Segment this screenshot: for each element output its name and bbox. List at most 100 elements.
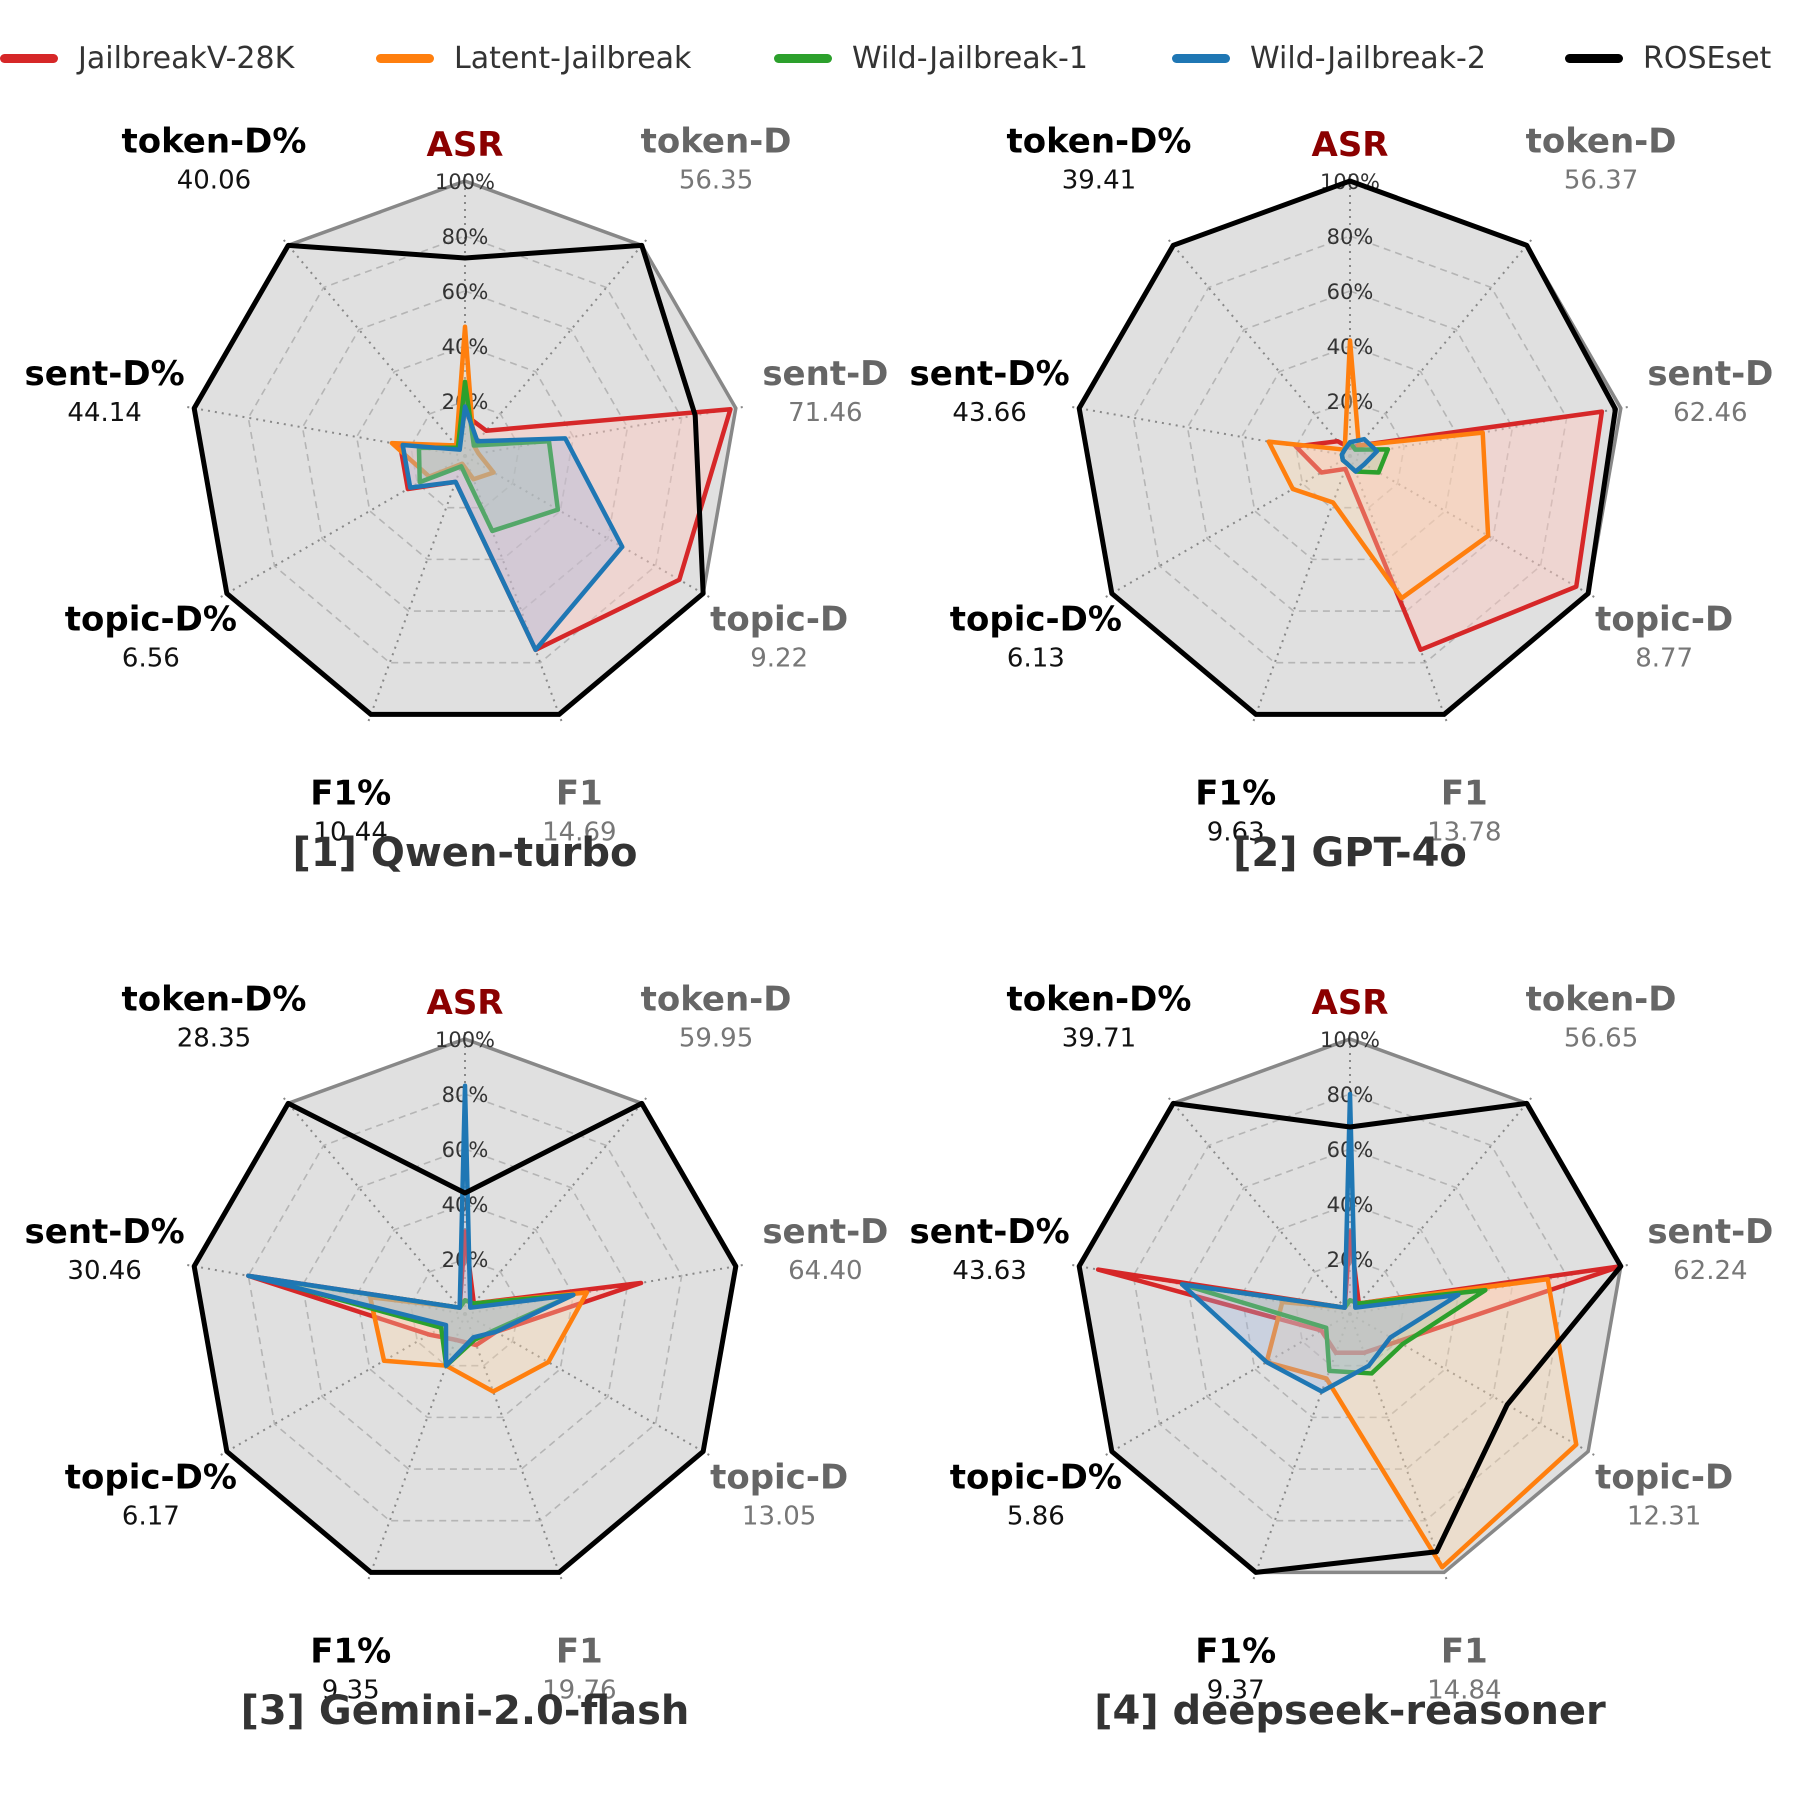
radar-chart-1: 20%40%60%80%100%ASRtoken-D56.35sent-D71.…: [25, 121, 889, 876]
spoke: [282, 238, 466, 457]
axis-label-token-d-pct: token-D%: [1006, 121, 1191, 161]
spoke: [1252, 1313, 1351, 1581]
radial-tick-label: 80%: [442, 225, 489, 249]
axis-value-f1-pct: 9.63: [1207, 818, 1265, 848]
axis-label-sent-d-pct: sent-D%: [910, 1212, 1070, 1252]
radial-tick-label: 60%: [442, 280, 489, 304]
axis-value-sent-d: 62.24: [1673, 1256, 1747, 1286]
grid-ring: [301, 290, 629, 612]
spoke: [185, 405, 466, 457]
axis-label-f1: F1: [556, 774, 603, 814]
axis-value-topic-d-pct: 6.17: [122, 1502, 180, 1532]
grid-ring: [1186, 290, 1514, 612]
axis-label-topic-d: topic-D: [710, 600, 848, 640]
axis-label-sent-d: sent-D: [1647, 1212, 1773, 1252]
spoke: [219, 1313, 466, 1457]
legend-swatch-wild-jailbreak-1: [774, 53, 832, 63]
axis-value-f1-pct: 9.35: [322, 1676, 380, 1706]
chart-title: [3] Gemini-2.0-flash: [241, 1688, 690, 1734]
axis-value-f1: 14.84: [1427, 1676, 1501, 1706]
series-latent-jailbreak: [389, 324, 496, 482]
axis-label-token-d-pct: token-D%: [121, 121, 306, 161]
axis-value-token-d: 56.37: [1564, 165, 1638, 195]
spoke: [1104, 455, 1351, 599]
radial-tick-label: 60%: [1327, 280, 1374, 304]
spoke: [1167, 238, 1351, 457]
grid-ring: [301, 1148, 629, 1470]
axis-label-sent-d-pct: sent-D%: [910, 354, 1070, 394]
axis-label-f1-pct: F1%: [1195, 774, 1276, 814]
axis-value-sent-d-pct: 44.14: [67, 398, 141, 428]
legend-item-wild-jailbreak-2: Wild-Jailbreak-2: [1172, 38, 1486, 78]
axis-label-topic-d: topic-D: [710, 1458, 848, 1498]
axis-label-topic-d-pct: topic-D%: [950, 1458, 1122, 1498]
legend-swatch-jailbreakv-28k: [0, 53, 58, 63]
grid-ring: [1132, 235, 1568, 664]
grid-ring: [355, 1203, 575, 1419]
axis-label-token-d: token-D: [641, 979, 792, 1019]
legend-item-roseset: ROSEset: [1565, 38, 1771, 78]
spoke: [1104, 1313, 1351, 1457]
axis-value-token-d: 56.65: [1564, 1023, 1638, 1053]
spoke: [367, 455, 466, 723]
axis-value-sent-d: 64.40: [788, 1256, 862, 1286]
grid-ring: [409, 1258, 521, 1367]
axis-label-f1-pct: F1%: [310, 774, 391, 814]
axis-value-token-d-pct: 28.35: [177, 1023, 251, 1053]
axis-value-topic-d-pct: 6.56: [122, 644, 180, 674]
spoke: [1349, 455, 1448, 723]
spoke: [464, 1096, 648, 1315]
axis-label-token-d-pct: token-D%: [1006, 979, 1191, 1019]
spoke: [464, 238, 648, 457]
radar-chart-2: 20%40%60%80%100%ASRtoken-D56.37sent-D62.…: [910, 121, 1774, 876]
axis-value-f1: 19.76: [542, 1676, 616, 1706]
axis-value-sent-d-pct: 30.46: [67, 1256, 141, 1286]
grid-ring: [247, 235, 683, 664]
radial-tick-label: 100%: [1320, 1028, 1380, 1052]
spoke: [1349, 1313, 1448, 1581]
grid-ring: [1294, 1258, 1406, 1367]
spoke: [464, 1313, 563, 1581]
axis-value-f1: 14.69: [542, 818, 616, 848]
spoke: [464, 455, 563, 723]
legend-item-jailbreakv-28k: JailbreakV-28K: [0, 38, 294, 78]
spoke: [1349, 1263, 1630, 1315]
spoke: [1349, 1313, 1596, 1457]
legend-swatch-roseset: [1565, 53, 1623, 63]
axis-label-token-d: token-D: [1526, 121, 1677, 161]
axis-value-token-d-pct: 39.41: [1062, 165, 1136, 195]
axis-value-topic-d-pct: 6.13: [1007, 644, 1065, 674]
axis-label-f1: F1: [1441, 774, 1488, 814]
series-roseset: [1076, 1100, 1624, 1575]
axis-value-token-d-pct: 40.06: [177, 165, 251, 195]
legend-label: ROSEset: [1643, 40, 1772, 76]
axis-value-sent-d: 62.46: [1673, 398, 1747, 428]
axis-label-f1-pct: F1%: [1195, 1632, 1276, 1672]
grid-ring: [355, 345, 575, 561]
axis-label-topic-d-pct: topic-D%: [950, 600, 1122, 640]
axis-label-sent-d: sent-D: [762, 354, 888, 394]
radial-tick-label: 100%: [435, 1028, 495, 1052]
legend-swatch-wild-jailbreak-2: [1172, 53, 1230, 63]
axis-label-token-d-pct: token-D%: [121, 979, 306, 1019]
axis-label-f1: F1: [1441, 1632, 1488, 1672]
radial-tick-label: 100%: [435, 170, 495, 194]
axis-label-token-d: token-D: [641, 121, 792, 161]
radar-chart-4: 20%40%60%80%100%ASRtoken-D56.65sent-D62.…: [910, 979, 1774, 1734]
legend-label: Wild-Jailbreak-1: [852, 40, 1088, 76]
axis-value-sent-d-pct: 43.66: [952, 398, 1026, 428]
spoke: [367, 1313, 466, 1581]
spoke: [219, 455, 466, 599]
grid-ring: [1186, 1148, 1514, 1470]
axis-label-asr: ASR: [427, 125, 504, 165]
grid-ring: [1294, 400, 1406, 509]
series-roseset: [1076, 178, 1618, 717]
axis-label-f1-pct: F1%: [310, 1632, 391, 1672]
axis-label-topic-d: topic-D: [1595, 1458, 1733, 1498]
radial-tick-label: 40%: [1327, 1193, 1374, 1217]
spoke: [464, 455, 711, 599]
radar-chart-3: 20%40%60%80%100%ASRtoken-D59.95sent-D64.…: [25, 979, 889, 1734]
axis-label-sent-d-pct: sent-D%: [25, 1212, 185, 1252]
axis-label-sent-d: sent-D: [1647, 354, 1773, 394]
